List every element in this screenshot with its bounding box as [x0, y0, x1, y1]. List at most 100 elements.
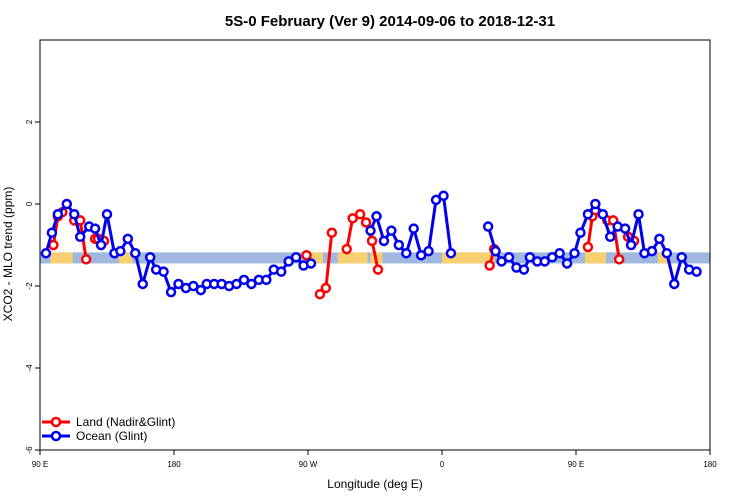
data-point — [633, 209, 644, 220]
data-point — [46, 227, 58, 238]
data-point — [115, 245, 126, 257]
data-point — [415, 250, 427, 261]
data-point — [341, 243, 352, 255]
data-point — [305, 258, 317, 269]
data-point — [445, 247, 457, 259]
data-point — [524, 252, 536, 263]
data-point — [590, 198, 601, 210]
x-axis-label: Longitude (deg E) — [327, 477, 422, 491]
data-point — [158, 266, 169, 277]
data-point — [554, 247, 565, 259]
data-point — [546, 252, 558, 263]
data-point — [503, 252, 515, 263]
data-point — [518, 264, 530, 275]
x-tick-label: 180 — [703, 460, 717, 469]
data-point — [430, 194, 442, 206]
data-point — [68, 209, 80, 220]
y-tick-label: 2 — [25, 119, 34, 124]
data-point — [613, 254, 625, 265]
series-ocean — [40, 190, 702, 298]
band-land-span — [337, 252, 368, 264]
data-point — [314, 288, 326, 300]
data-point — [539, 256, 550, 267]
data-point — [89, 223, 101, 234]
data-point — [378, 235, 390, 247]
chart-title: 5S-0 February (Ver 9) 2014-09-06 to 2018… — [225, 13, 555, 30]
data-point — [582, 241, 594, 253]
data-point — [386, 225, 397, 236]
y-tick-label: 0 — [25, 201, 34, 206]
data-point — [401, 247, 412, 259]
data-point — [597, 209, 609, 220]
data-point — [372, 264, 384, 275]
y-tick-label: -6 — [25, 446, 34, 454]
data-point — [52, 209, 64, 220]
data-point — [371, 211, 382, 222]
data-point — [408, 223, 419, 234]
data-point — [137, 278, 148, 290]
data-point — [195, 284, 207, 296]
data-point — [490, 245, 501, 257]
series-layer — [40, 190, 702, 300]
legend-label: Land (Nadir&Glint) — [76, 415, 175, 429]
data-point — [482, 221, 494, 232]
band-land-span — [657, 252, 669, 264]
data-point — [246, 278, 257, 290]
data-point — [423, 245, 434, 257]
data-point — [173, 278, 184, 290]
y-axis-label: XCO2 - MLO trend (ppm) — [1, 187, 15, 322]
data-point — [360, 217, 372, 228]
legend: Land (Nadir&Glint)Ocean (Glint) — [42, 415, 175, 443]
x-tick-label: 180 — [167, 460, 181, 469]
x-tick-label: 90 W — [299, 460, 318, 469]
legend-label: Ocean (Glint) — [76, 429, 147, 443]
x-tick-label: 90 E — [32, 460, 48, 469]
data-point — [625, 239, 637, 251]
data-point — [561, 258, 573, 269]
data-point — [575, 227, 586, 238]
data-point — [130, 247, 141, 259]
data-point — [691, 266, 702, 277]
band-land-span — [584, 252, 606, 264]
data-point — [366, 235, 378, 247]
data-point — [122, 233, 134, 245]
data-point — [320, 282, 332, 294]
data-point — [261, 274, 272, 286]
data-point — [275, 266, 287, 277]
band-land-span — [442, 252, 495, 264]
data-point — [347, 213, 358, 224]
data-point — [144, 252, 156, 263]
data-point — [393, 239, 405, 251]
legend-marker — [50, 416, 62, 428]
data-point — [80, 254, 92, 265]
data-point — [40, 247, 52, 259]
data-point — [326, 227, 338, 238]
data-point — [365, 225, 376, 236]
data-point — [283, 256, 294, 267]
band-land-span — [308, 252, 323, 264]
data-point — [582, 209, 594, 220]
data-point — [654, 233, 665, 245]
data-point — [646, 245, 658, 257]
data-point — [165, 286, 177, 298]
data-point — [101, 209, 113, 220]
data-point — [301, 250, 312, 261]
x-tick-label: 90 E — [568, 460, 584, 469]
band-land-span — [50, 252, 73, 264]
data-point — [61, 198, 73, 210]
data-point — [188, 280, 199, 292]
x-tick-label: 0 — [440, 460, 445, 469]
band-land-span — [118, 252, 133, 264]
y-tick-label: -4 — [25, 364, 34, 372]
data-point — [231, 278, 242, 290]
data-point — [604, 231, 616, 243]
plot-frame — [39, 39, 711, 451]
data-point — [484, 260, 495, 271]
y-tick-label: -2 — [25, 282, 34, 290]
data-point — [619, 223, 631, 234]
data-point — [238, 274, 250, 286]
data-point — [95, 239, 107, 251]
data-point — [496, 256, 507, 267]
data-point — [354, 209, 366, 220]
